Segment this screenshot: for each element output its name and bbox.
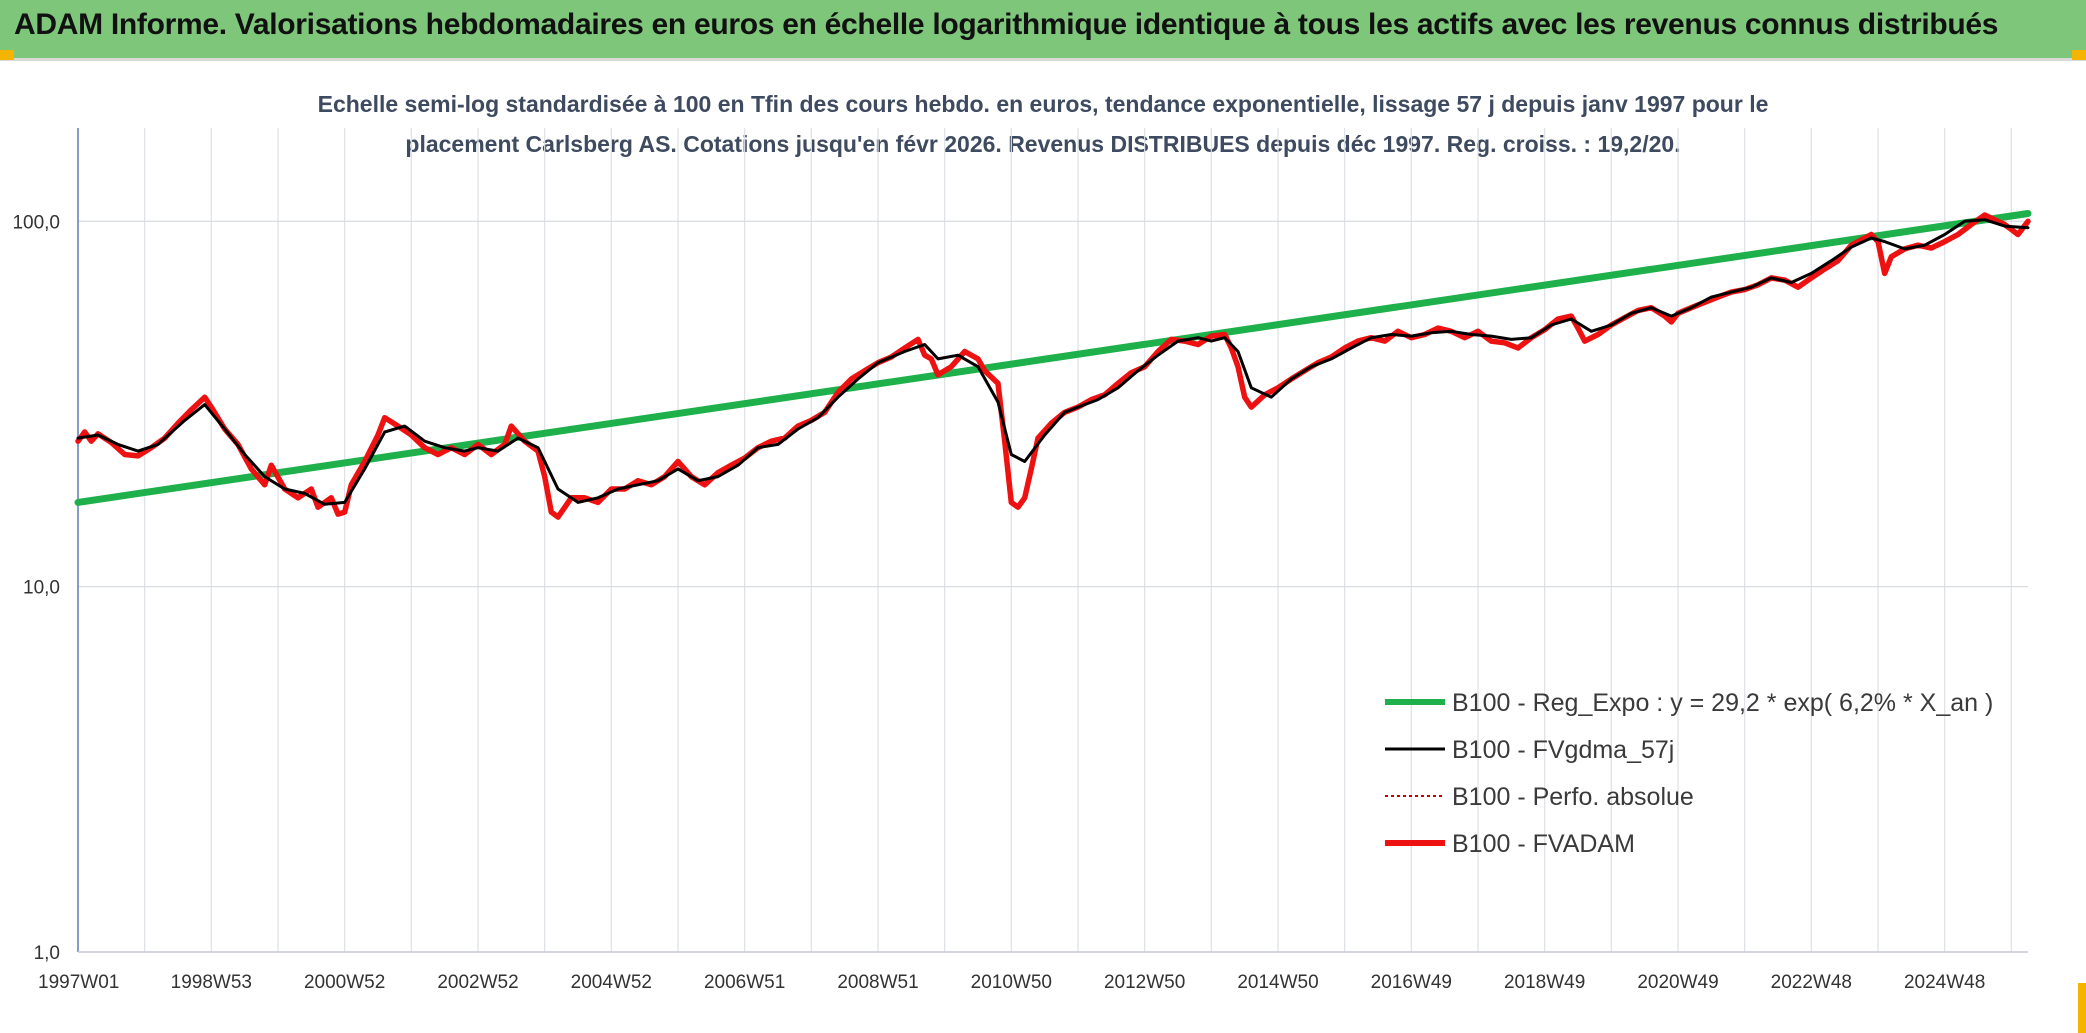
x-tick-label: 2024W48 [1904, 972, 1985, 993]
legend: B100 - Reg_Expo : y = 29,2 * exp( 6,2% *… [1385, 689, 1993, 858]
grid-lines [77, 128, 2028, 953]
legend-label-2: B100 - Perfo. absolue [1452, 783, 1694, 811]
title-banner: ADAM Informe. Valorisations hebdomadaire… [0, 0, 2086, 61]
chart-subtitle-line: placement Carlsberg AS. Cotations jusqu'… [405, 131, 1680, 157]
series-line-3 [75, 212, 2031, 520]
x-tick-label: 2018W49 [1504, 972, 1585, 993]
x-tick-label: 2008W51 [837, 972, 918, 993]
series-line-1 [76, 218, 2030, 506]
series-lines [74, 210, 2032, 520]
chart-subtitle-line: Echelle semi-log standardisée à 100 en T… [318, 91, 1769, 117]
corner-mark-left [0, 50, 14, 60]
x-tick-label: 2000W52 [304, 972, 385, 993]
x-tick-label: 2012W50 [1104, 972, 1185, 993]
x-tick-label: 2022W48 [1771, 972, 1852, 993]
x-tick-label: 2006W51 [704, 972, 785, 993]
x-tick-label: 2002W52 [437, 972, 518, 993]
y-tick-label: 100,0 [12, 212, 60, 233]
x-tick-label: 2014W50 [1237, 972, 1318, 993]
x-tick-label: 1997W01 [38, 972, 119, 993]
x-tick-label: 2010W50 [971, 972, 1052, 993]
legend-label-1: B100 - FVgdma_57j [1452, 736, 1674, 764]
y-tick-label: 1,0 [34, 943, 60, 964]
chart-subtitle: Echelle semi-log standardisée à 100 en T… [318, 91, 1769, 157]
x-tick-label: 2016W49 [1371, 972, 1452, 993]
axes: 1,0 10,0 100,0 1997W01 1998W53 2000W52 2002W52… [12, 128, 2028, 993]
series-line-0 [74, 210, 2032, 506]
y-tick-label: 10,0 [23, 578, 60, 599]
legend-label-3: B100 - FVADAM [1452, 830, 1635, 858]
chart-title: ADAM Informe. Valorisations hebdomadaire… [14, 8, 1999, 41]
x-tick-label: 2020W49 [1637, 972, 1718, 993]
corner-mark-right [2072, 50, 2086, 60]
legend-label-0: B100 - Reg_Expo : y = 29,2 * exp( 6,2% *… [1452, 689, 1993, 717]
x-tick-label: 1998W53 [171, 972, 252, 993]
corner-mark-bottom-right [2078, 983, 2086, 1033]
x-tick-label: 2004W52 [571, 972, 652, 993]
